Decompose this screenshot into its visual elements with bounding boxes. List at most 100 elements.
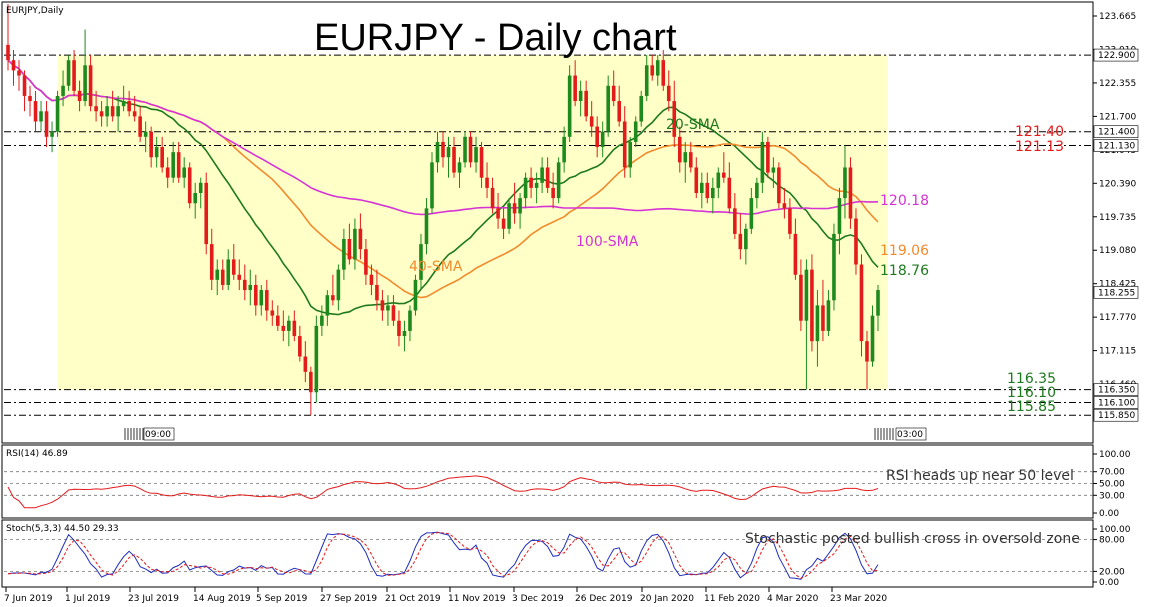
candle-body (413, 279, 418, 311)
rsi-line (7, 475, 879, 509)
rsi-panel (1, 444, 1094, 519)
candle-body (171, 152, 175, 178)
candle (209, 228, 214, 291)
level-label-116-35: 116.35 (1007, 371, 1056, 387)
candle-body (551, 187, 555, 199)
candle-body (782, 203, 787, 209)
rsi-tick-label: 100.00 (1099, 450, 1131, 460)
candle-body (391, 305, 396, 321)
candle-body (66, 60, 71, 86)
candle-body (187, 167, 192, 204)
overlay-100-sma (7, 59, 879, 216)
candle (347, 223, 352, 265)
candle (391, 295, 396, 326)
candle (17, 60, 21, 91)
candle (83, 29, 87, 107)
candle-body (182, 167, 187, 178)
candle (22, 70, 27, 112)
candle (143, 121, 148, 153)
candle-body (253, 284, 258, 306)
candle (50, 121, 54, 153)
candle (716, 167, 721, 199)
stoch-tick-label: 80.00 (1099, 536, 1125, 546)
price-box-label: 116.100 (1098, 398, 1135, 408)
candle-body (419, 244, 423, 280)
candle (655, 55, 660, 86)
candle-body (760, 141, 765, 183)
candle-body (298, 336, 302, 357)
candle-body (699, 182, 704, 194)
candle (452, 136, 456, 178)
candle (463, 131, 467, 168)
candle (292, 310, 297, 342)
candle (683, 141, 688, 183)
date-tick-label: 11 Feb 2020 (704, 594, 760, 604)
candle-body (369, 274, 374, 285)
candle-body (375, 284, 379, 301)
candle (55, 90, 60, 137)
rsi-tick-label: 0.00 (1099, 509, 1119, 519)
stoch-tick-label: 20.00 (1099, 567, 1125, 577)
candle (11, 49, 16, 86)
candle-body (303, 356, 308, 372)
candle-body (99, 111, 104, 117)
candle-body (633, 121, 638, 142)
candle-body (88, 65, 93, 107)
candle (88, 55, 93, 112)
candle-body (859, 264, 864, 342)
stoch-panel (1, 519, 1094, 588)
candle (496, 193, 500, 229)
price-tick-label: 121.700 (1099, 112, 1136, 122)
level-label-115-85: 115.85 (1007, 399, 1056, 415)
candle (837, 187, 842, 255)
candle (204, 172, 209, 255)
price-box (1093, 48, 1139, 62)
candle (567, 65, 572, 142)
candle (281, 310, 286, 342)
candle (744, 223, 748, 265)
candle (859, 254, 864, 357)
candle (331, 274, 335, 306)
candle (138, 106, 142, 142)
candle (171, 141, 175, 183)
time-marker-left-hatch-box (143, 427, 175, 441)
candle (303, 341, 308, 383)
date-tick-label: 3 Dec 2019 (512, 594, 564, 604)
candle-body (578, 90, 583, 102)
candle-body (408, 310, 412, 331)
candle (584, 80, 588, 122)
price-tick-label: 118.425 (1099, 280, 1136, 290)
candle-body (485, 177, 489, 188)
candle-body (622, 121, 627, 168)
candle-body (435, 141, 440, 163)
candle-body (733, 208, 737, 234)
candle (66, 55, 71, 91)
price-tick-label: 119.080 (1099, 246, 1136, 256)
candle-body (193, 193, 198, 204)
candle-body (523, 177, 528, 199)
price-box-label: 121.130 (1098, 142, 1135, 152)
candle-body (501, 218, 506, 229)
candle (375, 269, 379, 311)
candle (672, 80, 677, 148)
price-box (1093, 383, 1139, 396)
candle-body (248, 284, 253, 291)
candle-body (832, 233, 836, 301)
candle-body (143, 131, 148, 137)
candle (545, 157, 550, 194)
candle-body (242, 279, 247, 291)
price-box (1093, 125, 1139, 139)
candle-body (611, 85, 616, 102)
candle (755, 177, 759, 209)
date-tick-label: 21 Oct 2019 (385, 594, 441, 604)
candle-body (727, 177, 732, 209)
candle-body (793, 233, 798, 275)
candle (628, 136, 633, 178)
candle (424, 198, 429, 255)
candle-body (788, 208, 792, 234)
candle (176, 141, 181, 183)
candle-body (843, 167, 847, 199)
candle-body (755, 182, 759, 199)
candle-body (661, 60, 666, 86)
